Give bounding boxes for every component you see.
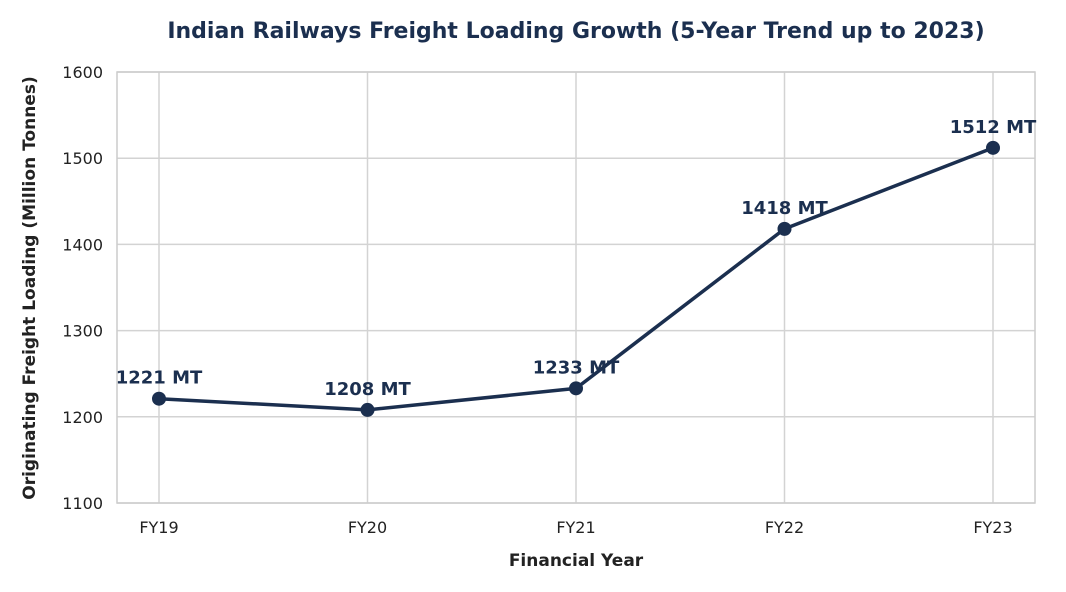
y-tick-label-1100: 1100 [62, 494, 103, 513]
x-tick-label-fy23: FY23 [973, 518, 1012, 537]
data-point-fy22 [777, 221, 792, 236]
y-axis-ticks: 1100 1200 1300 1400 1500 1600 [62, 63, 103, 513]
x-tick-label-fy22: FY22 [765, 518, 804, 537]
y-tick-label-1300: 1300 [62, 322, 103, 341]
y-tick-label-1200: 1200 [62, 408, 103, 427]
y-tick-label-1500: 1500 [62, 149, 103, 168]
x-tick-label-fy20: FY20 [348, 518, 387, 537]
data-label-fy22: 1418 MT [741, 198, 828, 219]
data-point-fy23 [986, 140, 1000, 155]
plot-area-frame [116, 71, 1036, 504]
y-axis-label: Originating Freight Loading (Million Ton… [20, 76, 40, 499]
data-point-fy20 [360, 402, 375, 417]
x-tick-label-fy19: FY19 [139, 518, 178, 537]
chart-title: Indian Railways Freight Loading Growth (… [167, 19, 984, 44]
y-tick-label-1400: 1400 [62, 235, 103, 254]
data-point-fy21 [569, 381, 583, 396]
data-label-fy19: 1221 MT [116, 368, 203, 389]
grid-lines [117, 71, 1035, 504]
data-label-fy20: 1208 MT [324, 379, 411, 400]
data-label-fy21: 1233 MT [533, 357, 620, 378]
data-labels: 1221 MT 1208 MT 1233 MT 1418 MT 1512 MT [116, 117, 1037, 400]
x-tick-label-fy21: FY21 [556, 518, 595, 537]
data-point-fy19 [152, 391, 166, 406]
x-axis-label: Financial Year [509, 551, 644, 571]
y-tick-label-1600: 1600 [62, 63, 103, 82]
data-label-fy23: 1512 MT [950, 117, 1037, 138]
series-freight-loading [152, 140, 1000, 417]
x-axis-ticks: FY19 FY20 FY21 FY22 FY23 [139, 518, 1012, 537]
